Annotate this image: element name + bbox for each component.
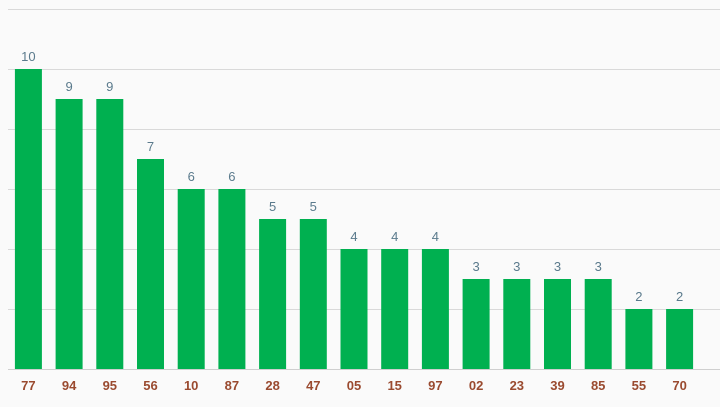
bar-value-label: 2	[635, 289, 642, 304]
bar-value-label: 9	[65, 79, 72, 94]
category-label: 87	[225, 378, 239, 393]
bar	[625, 309, 653, 369]
category-label: 28	[265, 378, 279, 393]
category-label: 39	[550, 378, 564, 393]
category-label: 55	[632, 378, 646, 393]
bar	[584, 279, 612, 369]
bar	[544, 279, 571, 369]
category-label: 02	[469, 378, 483, 393]
bar-value-label: 2	[676, 289, 683, 304]
bar-value-label: 4	[432, 229, 439, 244]
bar	[259, 219, 287, 369]
bar-value-label: 6	[188, 169, 195, 184]
bar	[462, 279, 490, 369]
category-label: 15	[387, 378, 401, 393]
bars	[14, 69, 694, 369]
bar	[381, 249, 409, 369]
category-label: 85	[591, 378, 605, 393]
bar-value-label: 6	[228, 169, 235, 184]
bar	[421, 249, 449, 369]
bar-value-label: 5	[310, 199, 317, 214]
category-label: 70	[672, 378, 686, 393]
bar	[14, 69, 42, 369]
category-labels: 77 94 95 56 10 87 28 47 05 15 97 02 23 39 85 55 70	[21, 378, 687, 393]
bar-value-label: 5	[269, 199, 276, 214]
bar-value-label: 4	[391, 229, 398, 244]
value-labels: 10 9 9 7 6 6 5 5 4 4 4 3 3 3 3 2 2	[21, 49, 683, 304]
bar	[55, 99, 83, 369]
bar-value-label: 3	[472, 259, 479, 274]
bar-value-label: 3	[513, 259, 520, 274]
bar-value-label: 3	[595, 259, 602, 274]
bar-value-label: 7	[147, 139, 154, 154]
bar-value-label: 10	[21, 49, 35, 64]
category-label: 56	[143, 378, 157, 393]
category-label: 47	[306, 378, 320, 393]
bar	[137, 159, 164, 369]
category-label: 95	[103, 378, 117, 393]
category-label: 10	[184, 378, 198, 393]
bar	[666, 309, 694, 369]
category-label: 05	[347, 378, 361, 393]
bar	[299, 219, 327, 369]
bar	[96, 99, 124, 369]
bar	[218, 189, 246, 369]
bar	[503, 279, 531, 369]
category-label: 77	[21, 378, 35, 393]
bar	[340, 249, 368, 369]
category-label: 23	[510, 378, 524, 393]
bar-value-label: 4	[350, 229, 357, 244]
bar-value-label: 3	[554, 259, 561, 274]
bar	[177, 189, 205, 369]
category-label: 94	[62, 378, 77, 393]
category-label: 97	[428, 378, 442, 393]
bar-value-label: 9	[106, 79, 113, 94]
